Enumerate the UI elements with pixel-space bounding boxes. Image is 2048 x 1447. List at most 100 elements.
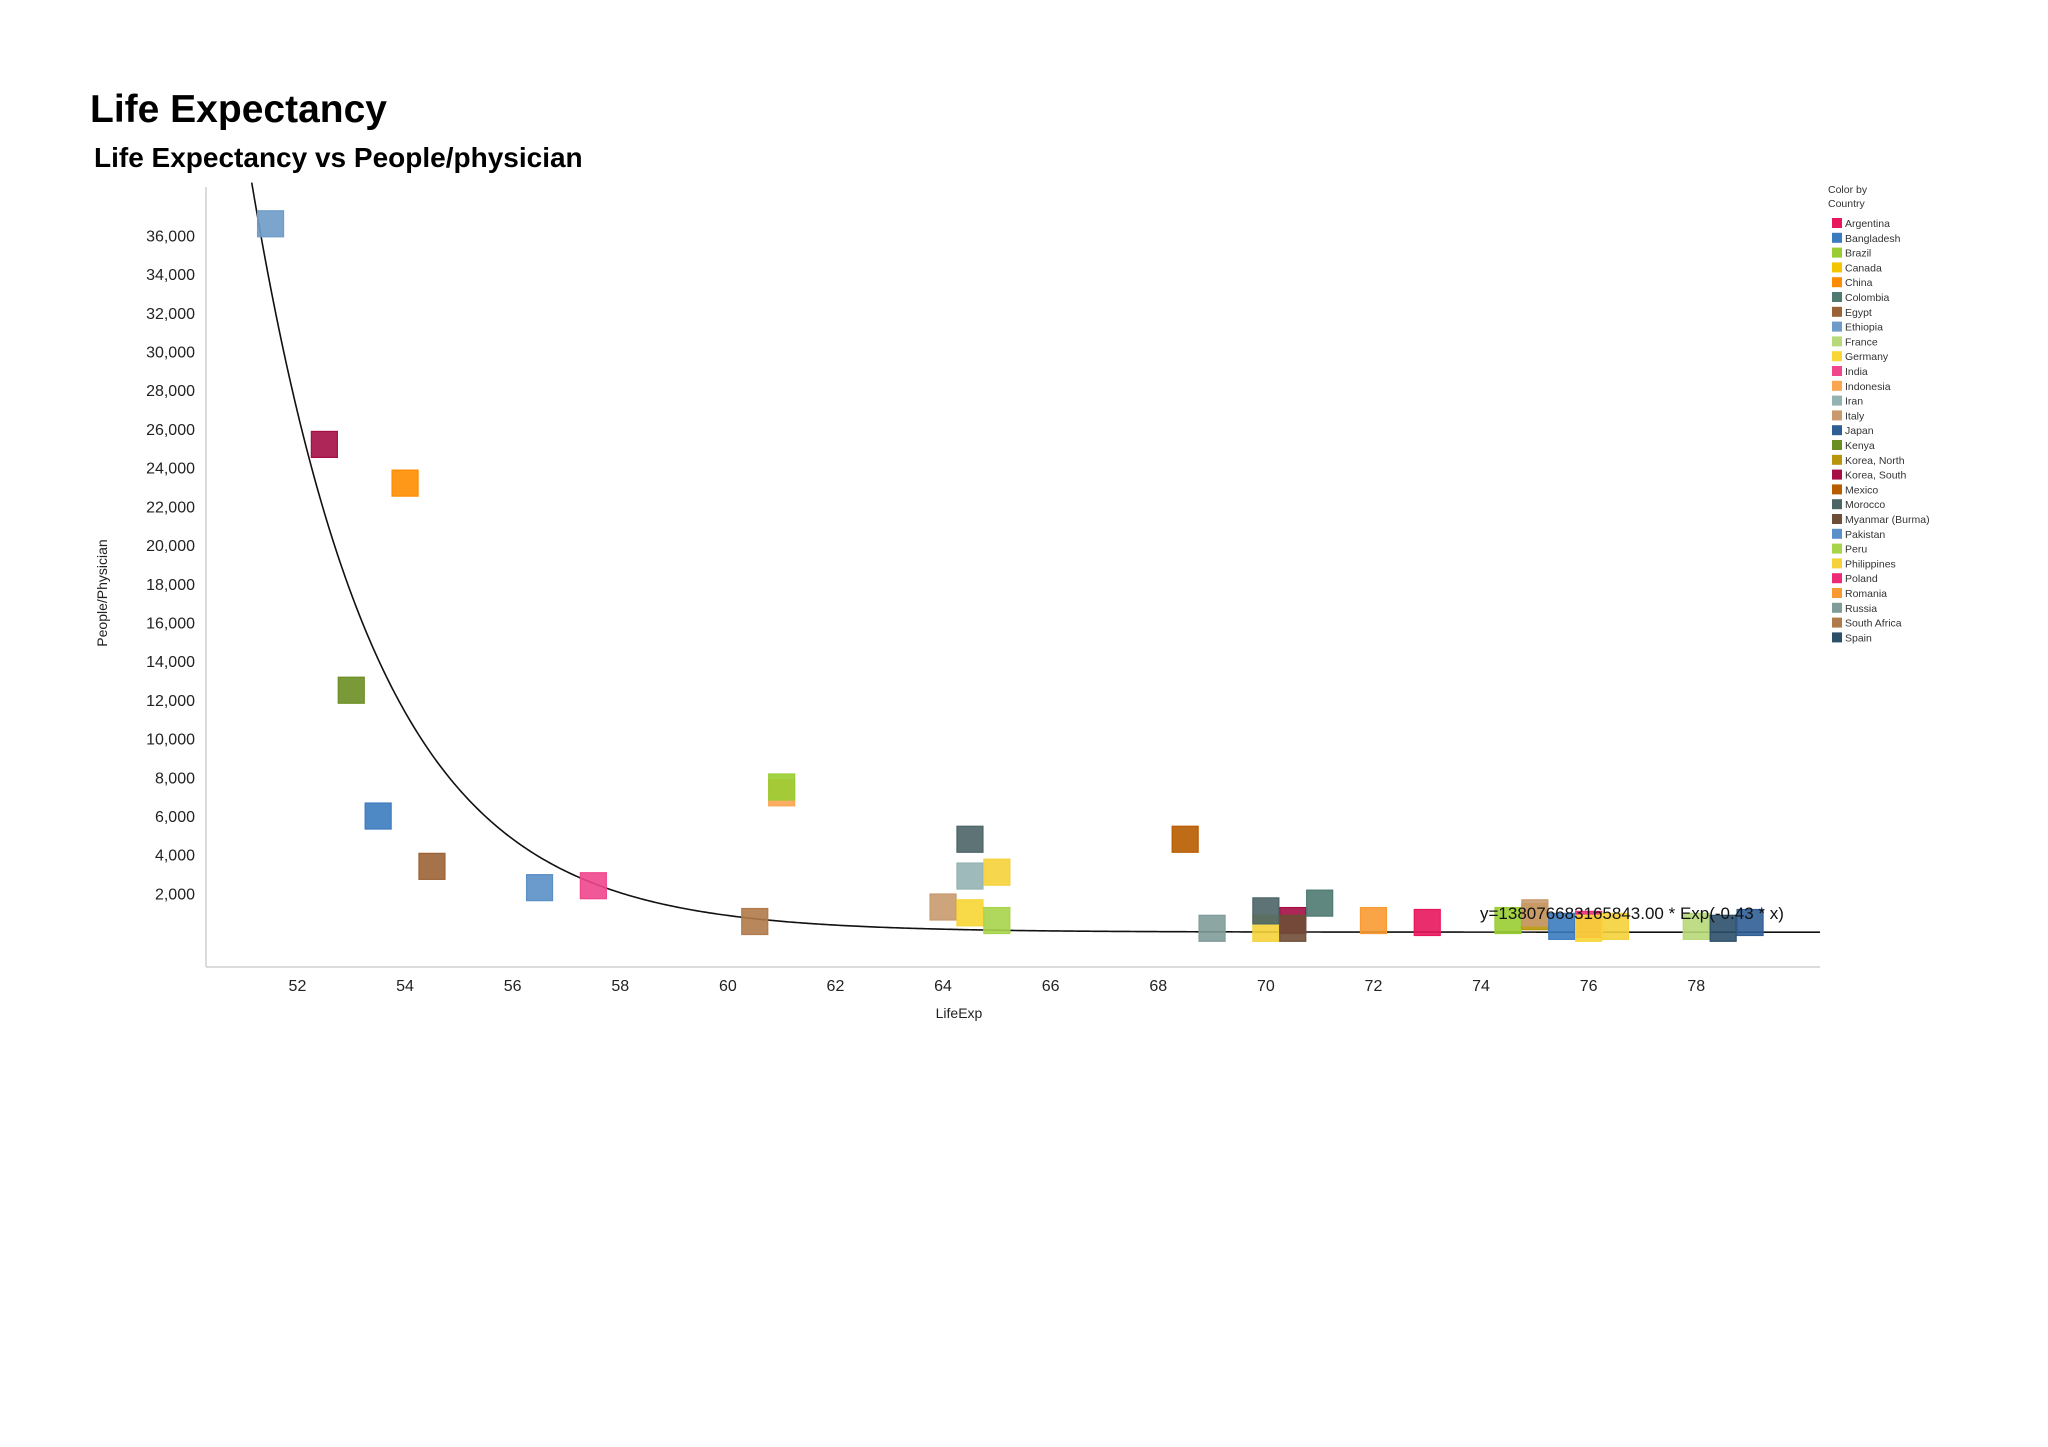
x-tick-label: 54 bbox=[396, 978, 414, 995]
x-tick-label: 64 bbox=[934, 978, 952, 995]
x-tick-label: 56 bbox=[504, 978, 522, 995]
legend-swatch bbox=[1832, 292, 1842, 302]
legend-swatch bbox=[1832, 632, 1842, 643]
legend-item: Morocco bbox=[1845, 499, 1885, 511]
data-point bbox=[983, 858, 1011, 886]
y-tick-label: 32,000 bbox=[146, 306, 195, 323]
chart-subtitle: Life Expectancy vs People/physician bbox=[94, 142, 583, 173]
legend-swatch bbox=[1832, 602, 1842, 613]
y-tick-label: 16,000 bbox=[146, 615, 195, 632]
legend-swatch bbox=[1832, 469, 1842, 480]
legend-item: Italy bbox=[1845, 410, 1865, 422]
data-point bbox=[741, 907, 769, 936]
data-point bbox=[256, 210, 285, 238]
legend-item: Poland bbox=[1845, 573, 1878, 585]
legend-item: India bbox=[1845, 366, 1868, 378]
trendline-equation: y=138076683165843.00 * Exp(-0.43 * x) bbox=[1480, 904, 1784, 923]
legend-item: Korea, North bbox=[1845, 455, 1905, 467]
data-point bbox=[1198, 914, 1226, 942]
data-points bbox=[256, 210, 1764, 942]
data-point bbox=[956, 862, 984, 890]
legend-swatch bbox=[1832, 617, 1842, 628]
x-tick-label: 78 bbox=[1687, 978, 1705, 995]
data-point bbox=[1709, 914, 1737, 942]
x-tick-label: 58 bbox=[611, 978, 629, 995]
legend-item: Indonesia bbox=[1845, 381, 1891, 393]
legend-swatch bbox=[1832, 425, 1842, 436]
legend-item: Peru bbox=[1845, 544, 1867, 556]
data-point bbox=[983, 906, 1011, 935]
legend-item: Korea, South bbox=[1845, 470, 1906, 482]
y-tick-label: 30,000 bbox=[146, 345, 195, 362]
legend-swatch bbox=[1832, 543, 1842, 554]
trendline bbox=[250, 182, 1820, 933]
legend-swatch bbox=[1832, 262, 1842, 273]
y-tick-label: 22,000 bbox=[146, 499, 195, 516]
data-point bbox=[1548, 912, 1576, 940]
legend-swatch bbox=[1832, 528, 1842, 539]
legend-swatch bbox=[1832, 588, 1842, 598]
legend-item: Pakistan bbox=[1845, 529, 1885, 541]
data-point bbox=[1171, 825, 1199, 853]
y-tick-label: 24,000 bbox=[146, 461, 195, 478]
x-tick-label: 70 bbox=[1257, 978, 1275, 995]
legend-swatch bbox=[1832, 336, 1842, 347]
legend-swatch bbox=[1832, 484, 1842, 495]
legend-item: Canada bbox=[1845, 262, 1882, 274]
legend-swatch bbox=[1832, 277, 1842, 288]
trendline-group bbox=[250, 182, 1820, 933]
data-point bbox=[929, 893, 957, 921]
data-point bbox=[1306, 889, 1334, 917]
legend-item: Kenya bbox=[1845, 440, 1875, 452]
legend-item: China bbox=[1845, 277, 1873, 289]
data-point bbox=[1682, 912, 1710, 940]
legend-item: Mexico bbox=[1845, 484, 1878, 496]
y-tick-labels: 2,000 4,000 6,000 8,000 10,000 12,000 14,000 16… bbox=[146, 228, 195, 903]
legend-item: South Africa bbox=[1845, 618, 1902, 630]
legend-swatch bbox=[1832, 573, 1842, 584]
data-point bbox=[1279, 914, 1307, 942]
legend-item: Argentina bbox=[1845, 218, 1890, 230]
legend-item: Philippines bbox=[1845, 558, 1896, 570]
x-tick-label: 66 bbox=[1042, 978, 1060, 995]
legend-item: Colombia bbox=[1845, 292, 1890, 304]
legend-swatch bbox=[1832, 440, 1842, 450]
y-tick-label: 6,000 bbox=[155, 809, 195, 826]
data-point bbox=[337, 676, 365, 704]
data-point bbox=[310, 430, 338, 459]
x-tick-label: 74 bbox=[1472, 978, 1490, 995]
data-point bbox=[418, 852, 446, 880]
x-axis-label: LifeExp bbox=[936, 1005, 983, 1021]
legend-swatch bbox=[1832, 306, 1842, 317]
y-tick-label: 2,000 bbox=[155, 886, 195, 903]
legend-swatch bbox=[1832, 499, 1842, 510]
legend-title-2: Country bbox=[1828, 198, 1866, 210]
legend-item: France bbox=[1845, 336, 1878, 348]
data-point bbox=[956, 899, 984, 927]
x-tick-label: 60 bbox=[719, 978, 737, 995]
legend-item: Spain bbox=[1845, 632, 1872, 644]
y-tick-label: 8,000 bbox=[155, 770, 195, 787]
legend-swatch bbox=[1832, 218, 1842, 228]
axes bbox=[205, 187, 1820, 968]
data-point bbox=[1494, 906, 1522, 935]
data-point bbox=[579, 872, 607, 900]
legend-swatch bbox=[1832, 395, 1842, 406]
x-tick-label: 52 bbox=[289, 978, 307, 995]
chart-title: Life Expectancy bbox=[90, 88, 387, 131]
data-point bbox=[1252, 897, 1280, 925]
data-point bbox=[1359, 906, 1388, 935]
data-point bbox=[1521, 899, 1549, 927]
y-tick-label: 18,000 bbox=[146, 577, 195, 594]
data-point bbox=[956, 825, 984, 853]
legend: Color by Country Argentina Bangladesh Brazil… bbox=[1828, 184, 1930, 644]
legend-item: Romania bbox=[1845, 588, 1887, 600]
x-tick-label: 62 bbox=[827, 978, 845, 995]
y-tick-label: 10,000 bbox=[146, 732, 195, 749]
legend-item: Germany bbox=[1845, 351, 1889, 363]
data-point bbox=[768, 773, 796, 801]
x-tick-label: 76 bbox=[1580, 978, 1598, 995]
legend-item: Bangladesh bbox=[1845, 233, 1901, 245]
legend-title: Color by bbox=[1828, 184, 1868, 196]
